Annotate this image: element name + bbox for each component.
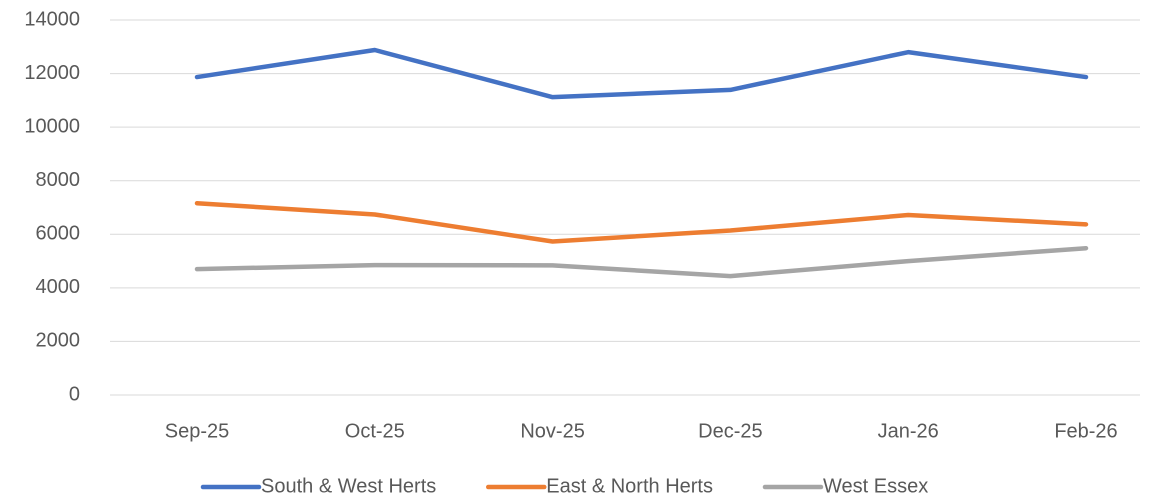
y-tick-label: 10000 (24, 115, 80, 137)
legend-label: West Essex (823, 475, 928, 497)
y-tick-label: 2000 (36, 330, 81, 352)
y-tick-label: 0 (69, 383, 80, 405)
y-tick-label: 4000 (36, 276, 81, 298)
x-tick-label: Jan-26 (878, 420, 939, 442)
legend-label: South & West Herts (261, 475, 436, 497)
y-tick-label: 8000 (36, 169, 81, 191)
series-line (194, 200, 1089, 244)
x-tick-label: Oct-25 (345, 420, 405, 442)
legend-label: East & North Herts (546, 475, 713, 497)
x-tick-label: Feb-26 (1054, 420, 1117, 442)
x-tick-label: Sep-25 (165, 420, 230, 442)
x-tick-label: Dec-25 (698, 420, 762, 442)
series-line (194, 245, 1089, 279)
x-tick-label: Nov-25 (520, 420, 584, 442)
y-tick-label: 14000 (24, 8, 80, 30)
series-line (194, 47, 1089, 100)
y-tick-label: 6000 (36, 223, 81, 245)
y-tick-label: 12000 (24, 62, 80, 84)
